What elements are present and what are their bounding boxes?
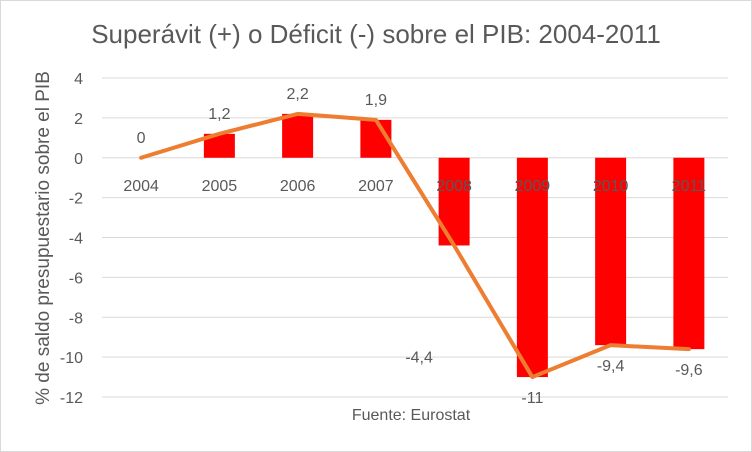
data-label: 1,9 <box>365 92 387 109</box>
x-tick-label: 2006 <box>280 178 316 195</box>
x-tick-label: 2007 <box>358 178 394 195</box>
y-tick-label: -12 <box>60 390 83 407</box>
data-label: 0 <box>137 130 146 147</box>
bar <box>673 157 705 350</box>
y-tick-label: -4 <box>69 231 83 248</box>
x-tick-label: 2008 <box>436 178 472 195</box>
bar <box>595 157 627 346</box>
data-label: -4,4 <box>405 349 433 366</box>
series-line <box>139 111 691 380</box>
x-tick-label: 2004 <box>123 178 159 195</box>
bar <box>438 157 470 246</box>
y-tick-label: -8 <box>69 310 83 327</box>
bar <box>282 113 314 158</box>
chart-title: Superávit (+) o Déficit (-) sobre el PIB… <box>91 19 661 49</box>
y-tick-label: -10 <box>60 350 83 367</box>
y-tick-label: 0 <box>74 151 83 168</box>
data-label: 1,2 <box>208 106 230 123</box>
y-tick-label: 2 <box>74 111 83 128</box>
y-tick-label: -6 <box>69 270 83 287</box>
bar <box>516 157 548 378</box>
bar <box>203 133 235 158</box>
x-tick-label: 2011 <box>672 178 707 195</box>
data-label: 2,2 <box>287 86 309 103</box>
data-label: -9,6 <box>675 362 703 379</box>
data-label: -9,4 <box>597 358 625 375</box>
source-note: Fuente: Eurostat <box>352 407 471 424</box>
data-label: -11 <box>521 390 543 407</box>
x-tick-label: 2010 <box>593 178 629 195</box>
x-tick-label: 2005 <box>202 178 238 195</box>
x-tick-label: 2009 <box>515 178 551 195</box>
y-tick-label: 4 <box>74 71 83 88</box>
y-tick-label: -2 <box>69 191 83 208</box>
y-axis-title: % de saldo presupuestario sobre el PIB <box>33 71 54 405</box>
